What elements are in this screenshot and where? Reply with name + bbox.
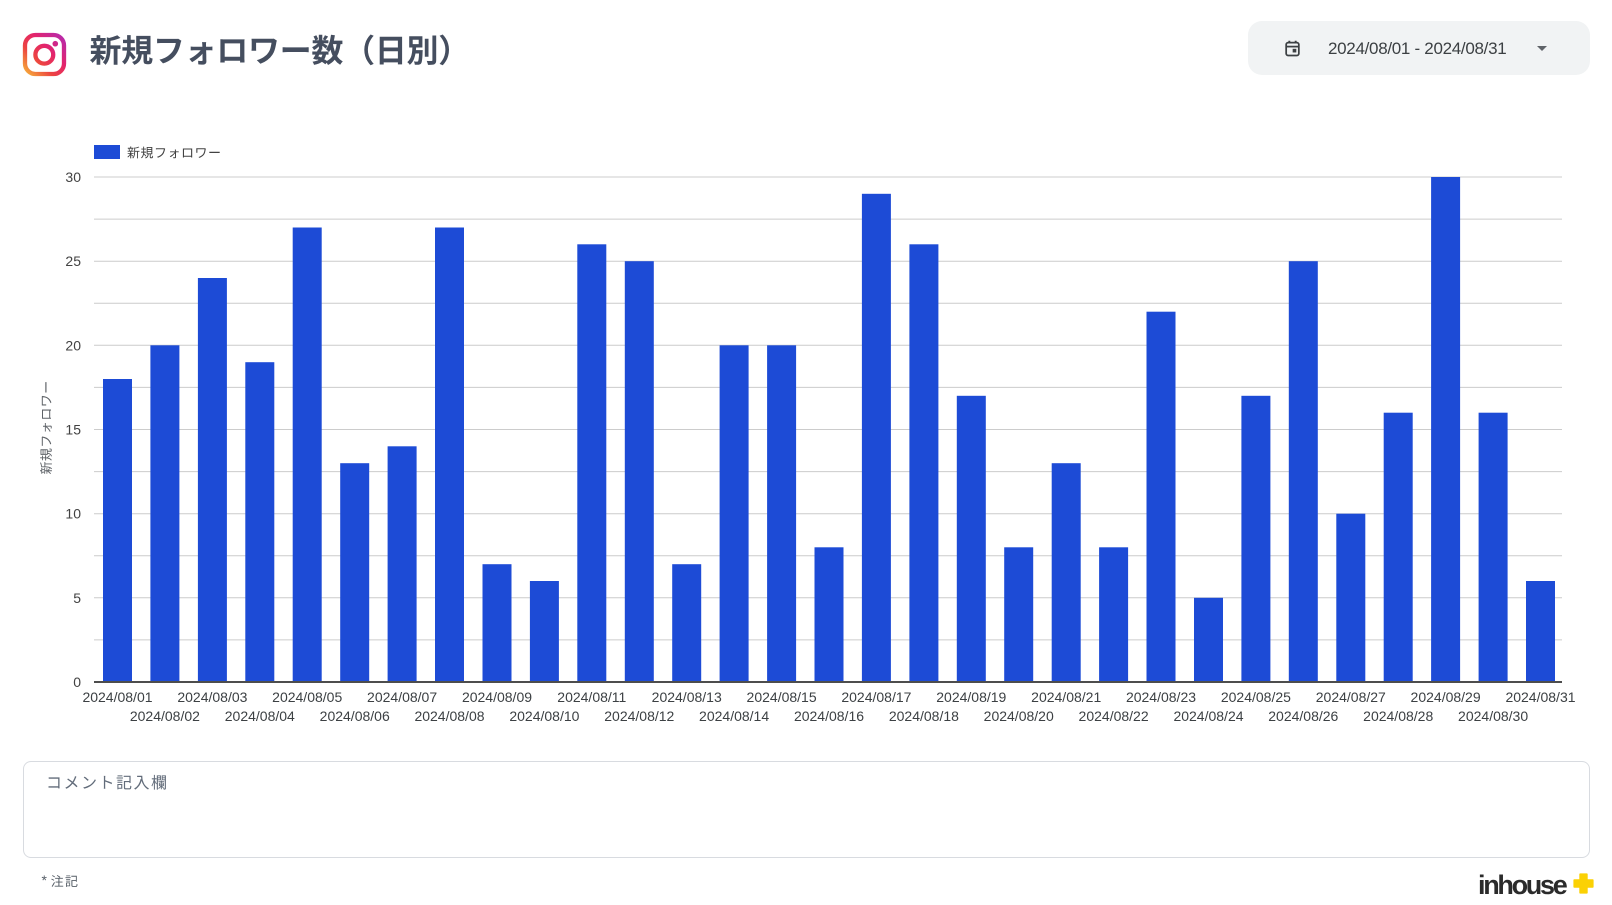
svg-text:2024/08/30: 2024/08/30 [1458, 708, 1528, 724]
svg-text:2024/08/14: 2024/08/14 [699, 708, 769, 724]
svg-text:2024/08/07: 2024/08/07 [367, 689, 437, 705]
svg-text:2024/08/17: 2024/08/17 [841, 689, 911, 705]
svg-text:2024/08/15: 2024/08/15 [747, 689, 817, 705]
svg-text:2024/08/13: 2024/08/13 [652, 689, 722, 705]
svg-text:2024/08/04: 2024/08/04 [225, 708, 295, 724]
svg-text:2024/08/05: 2024/08/05 [272, 689, 342, 705]
svg-text:2024/08/25: 2024/08/25 [1221, 689, 1291, 705]
svg-text:2024/08/12: 2024/08/12 [604, 708, 674, 724]
svg-text:2024/08/31: 2024/08/31 [1505, 689, 1575, 705]
svg-text:2024/08/24: 2024/08/24 [1173, 708, 1243, 724]
svg-text:2024/08/23: 2024/08/23 [1126, 689, 1196, 705]
svg-text:2024/08/18: 2024/08/18 [889, 708, 959, 724]
svg-text:2024/08/22: 2024/08/22 [1079, 708, 1149, 724]
svg-text:2024/08/08: 2024/08/08 [414, 708, 484, 724]
svg-text:2024/08/28: 2024/08/28 [1363, 708, 1433, 724]
svg-text:5: 5 [73, 590, 81, 606]
svg-text:10: 10 [65, 506, 81, 522]
svg-text:0: 0 [73, 674, 81, 690]
svg-text:2024/08/09: 2024/08/09 [462, 689, 532, 705]
svg-text:2024/08/21: 2024/08/21 [1031, 689, 1101, 705]
svg-text:2024/08/06: 2024/08/06 [320, 708, 390, 724]
svg-text:2024/08/29: 2024/08/29 [1411, 689, 1481, 705]
svg-text:2024/08/03: 2024/08/03 [177, 689, 247, 705]
svg-text:2024/08/26: 2024/08/26 [1268, 708, 1338, 724]
svg-text:2024/08/19: 2024/08/19 [936, 689, 1006, 705]
svg-text:2024/08/10: 2024/08/10 [509, 708, 579, 724]
svg-text:*: * [42, 872, 48, 888]
svg-text:2024/08/11: 2024/08/11 [557, 689, 626, 705]
svg-text:2024/08/20: 2024/08/20 [984, 708, 1054, 724]
svg-text:15: 15 [65, 422, 81, 438]
svg-text:2024/08/01: 2024/08/01 [82, 689, 152, 705]
svg-text:20: 20 [65, 337, 81, 353]
svg-text:2024/08/16: 2024/08/16 [794, 708, 864, 724]
svg-text:30: 30 [65, 169, 81, 185]
svg-text:2024/08/02: 2024/08/02 [130, 708, 200, 724]
svg-text:25: 25 [65, 253, 81, 269]
svg-text:2024/08/27: 2024/08/27 [1316, 689, 1386, 705]
